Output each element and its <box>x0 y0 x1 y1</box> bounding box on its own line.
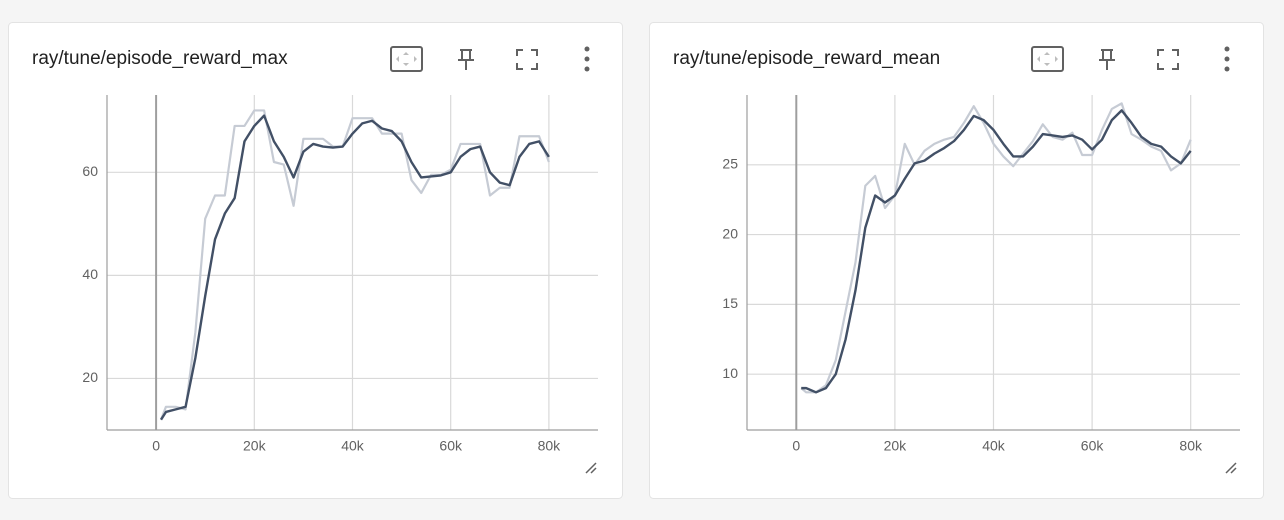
card-toolbar <box>390 46 1237 474</box>
resize-handle[interactable] <box>1225 462 1237 474</box>
card <box>649 22 1264 499</box>
chart: ray/tune/episode_reward_mean 10 15 20 25 0 20k… <box>673 48 1240 454</box>
fit-domain-button[interactable] <box>390 46 423 72</box>
x-tick-label: 0 <box>792 438 800 454</box>
x-tick-label: 80k <box>538 438 562 454</box>
y-tick-label: 25 <box>722 155 738 171</box>
menu-button[interactable] <box>1224 46 1230 72</box>
chart: ray/tune/episode_reward_max 20 40 60 0 20k 40k… <box>32 48 598 454</box>
x-tick-label: 80k <box>1179 438 1203 454</box>
chart-title: ray/tune/episode_reward_mean <box>673 48 940 69</box>
pin-button[interactable] <box>1099 49 1115 70</box>
x-tick-label: 0 <box>152 438 160 454</box>
y-tick-label: 60 <box>82 163 98 179</box>
y-tick-label: 10 <box>722 365 738 381</box>
x-tick-label: 40k <box>341 438 365 454</box>
y-tick-label: 40 <box>82 266 98 282</box>
series-line <box>801 109 1192 394</box>
series-line <box>159 114 550 421</box>
y-tick-label: 15 <box>722 295 738 311</box>
resize-handle[interactable] <box>585 462 597 474</box>
x-tick-label: 40k <box>982 438 1006 454</box>
y-tick-label: 20 <box>82 369 98 385</box>
fullscreen-button[interactable] <box>1157 49 1179 70</box>
menu-button[interactable] <box>584 46 590 72</box>
pin-button[interactable] <box>458 49 474 70</box>
chart-title: ray/tune/episode_reward_max <box>32 48 288 69</box>
x-tick-label: 20k <box>243 438 267 454</box>
x-tick-label: 60k <box>1081 438 1105 454</box>
card <box>8 22 623 499</box>
y-tick-label: 20 <box>722 225 738 241</box>
series-line <box>159 109 550 421</box>
x-tick-label: 20k <box>884 438 908 454</box>
x-tick-label: 60k <box>439 438 463 454</box>
fit-domain-button[interactable] <box>1031 46 1064 72</box>
fullscreen-button[interactable] <box>516 49 538 70</box>
